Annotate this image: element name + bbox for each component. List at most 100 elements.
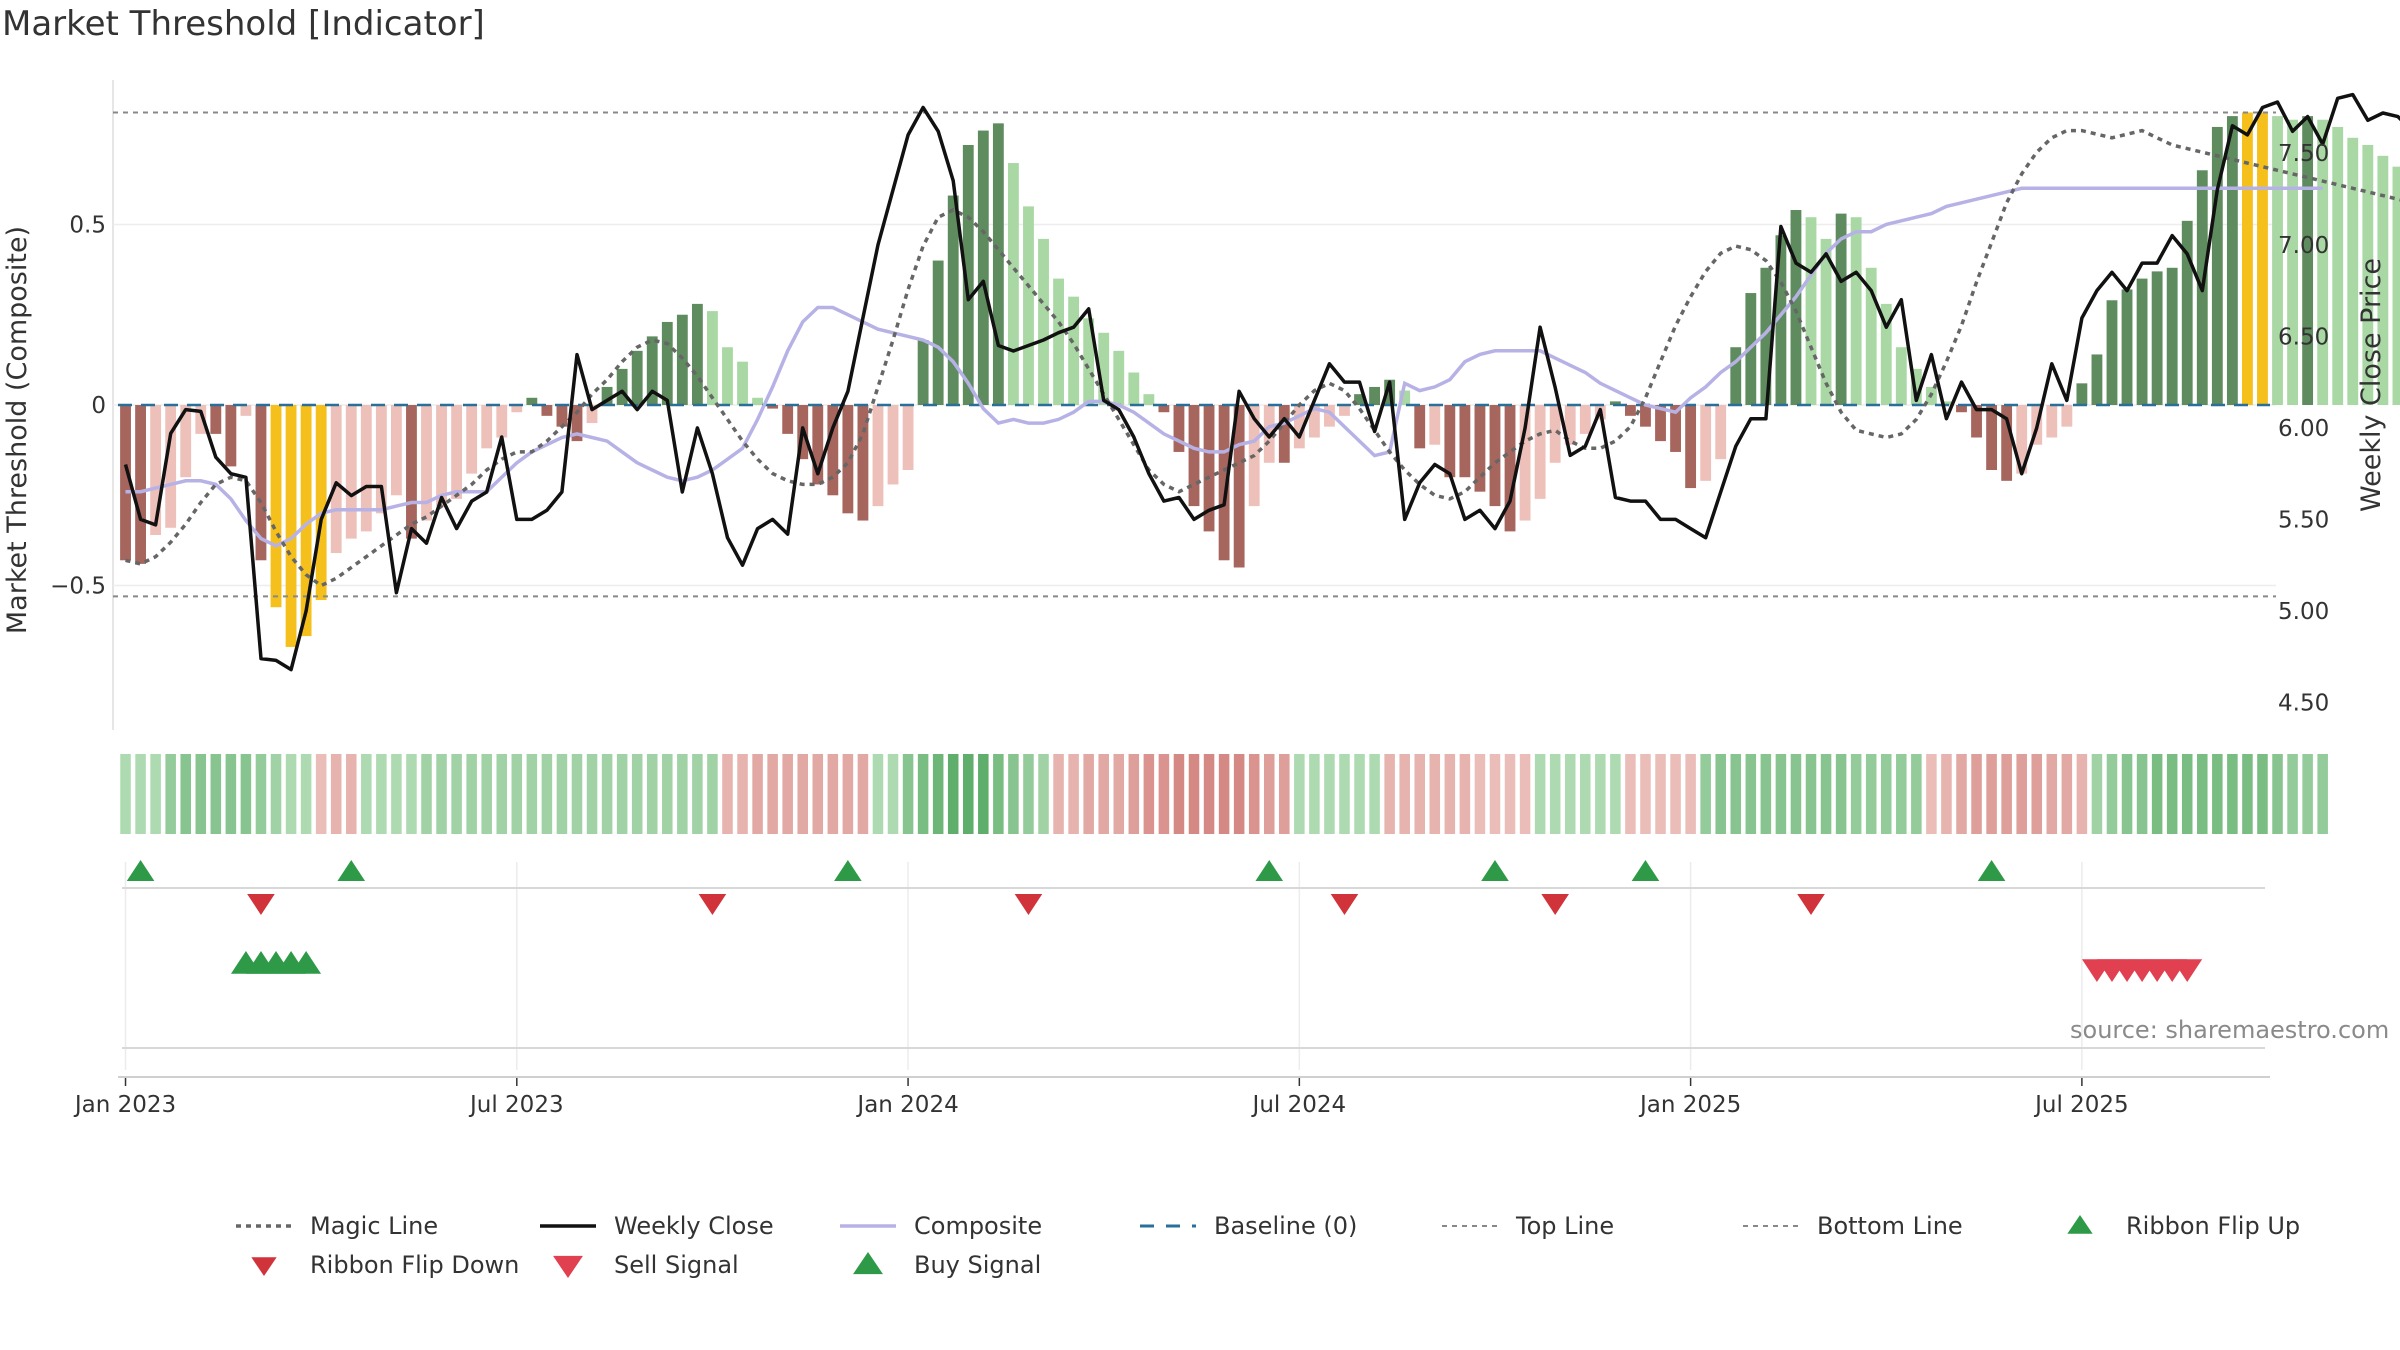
composite-bar bbox=[1655, 405, 1666, 442]
composite-bar bbox=[631, 350, 643, 405]
composite-bar bbox=[466, 405, 478, 474]
ribbon-cell bbox=[1805, 754, 1817, 834]
ribbon-cell bbox=[1549, 754, 1561, 834]
ribbon-cell bbox=[2272, 754, 2283, 834]
ribbon-cell bbox=[2076, 754, 2088, 834]
composite-bar bbox=[1880, 303, 1892, 405]
composite-bar bbox=[1339, 405, 1350, 416]
ribbon-cell bbox=[526, 754, 538, 834]
ribbon-cell bbox=[1158, 754, 1170, 834]
ribbon-cell bbox=[1911, 754, 1922, 834]
composite-bar bbox=[1489, 405, 1501, 507]
composite-bar bbox=[872, 405, 884, 507]
legend: Magic Line Weekly Close Composite Baseline … bbox=[236, 1212, 2300, 1279]
ribbon-cell bbox=[601, 754, 613, 834]
ribbon-cell bbox=[1625, 754, 1636, 834]
composite-bar bbox=[601, 386, 613, 405]
ribbon-cell bbox=[361, 754, 372, 834]
composite-bar bbox=[2287, 119, 2298, 405]
left-axis-label: Market Threshold (Composite) bbox=[2, 226, 33, 634]
composite-bar bbox=[571, 405, 583, 442]
composite-bar bbox=[1203, 405, 1215, 532]
ribbon-cell bbox=[270, 754, 282, 834]
ribbon-cell bbox=[451, 754, 462, 834]
signal-rows bbox=[118, 860, 2270, 1078]
composite-bar bbox=[616, 368, 628, 405]
ribbon-cell bbox=[2181, 754, 2193, 834]
composite-bar bbox=[285, 405, 297, 647]
ribbon-cell bbox=[692, 754, 703, 834]
ribbon-cell bbox=[1880, 754, 1892, 834]
ribbon-cell bbox=[1504, 754, 1516, 834]
ribbon-cell bbox=[2227, 754, 2238, 834]
ribbon-flip-down-marker bbox=[1797, 894, 1825, 915]
ribbon-cell bbox=[165, 754, 176, 834]
composite-bar bbox=[406, 405, 417, 539]
composite-bar bbox=[541, 405, 553, 416]
ribbon-cell bbox=[707, 754, 718, 834]
composite-bar bbox=[1971, 405, 1982, 438]
composite-bar bbox=[752, 397, 763, 405]
ribbon-cell bbox=[2016, 754, 2027, 834]
ribbon-cell bbox=[2136, 754, 2148, 834]
legend-swatch-sell bbox=[553, 1255, 583, 1278]
x-tick-label-4: Jan 2025 bbox=[1638, 1092, 1741, 1118]
ribbon-cell bbox=[1610, 754, 1621, 834]
composite-bar bbox=[1128, 372, 1140, 405]
composite-bar bbox=[1038, 238, 1049, 405]
ribbon-cell bbox=[1038, 754, 1049, 834]
composite-bar bbox=[1685, 405, 1697, 489]
composite-bar bbox=[150, 405, 162, 535]
composite-bar bbox=[1700, 405, 1712, 481]
composite-bars bbox=[120, 112, 2400, 647]
composite-bar bbox=[240, 405, 252, 416]
composite-bar bbox=[691, 303, 703, 405]
ribbon-cell bbox=[1143, 754, 1155, 834]
composite-bar bbox=[526, 397, 538, 405]
ribbon-cell bbox=[2302, 754, 2313, 834]
composite-bar bbox=[1354, 394, 1365, 405]
composite-bar bbox=[1113, 350, 1125, 405]
ribbon-cell bbox=[2031, 754, 2043, 834]
composite-bar bbox=[977, 130, 989, 406]
composite-bar bbox=[451, 405, 463, 499]
composite-bar bbox=[360, 405, 372, 532]
ribbon-cell bbox=[2061, 754, 2073, 834]
ribbon-flip-up-marker bbox=[337, 860, 366, 881]
ribbon-cell bbox=[1926, 754, 1937, 834]
ribbon-cell bbox=[1896, 754, 1907, 834]
ribbon-flip-down-marker bbox=[1330, 894, 1359, 915]
composite-bar bbox=[1609, 401, 1621, 405]
composite-bar bbox=[1278, 405, 1290, 463]
ribbon-cell bbox=[1489, 754, 1501, 834]
ribbon-cell bbox=[1339, 754, 1350, 834]
ribbon-cell bbox=[2001, 754, 2012, 834]
ribbon-cell bbox=[1369, 754, 1380, 834]
ribbon-cell bbox=[1008, 754, 1019, 834]
composite-bar bbox=[1023, 206, 1034, 405]
ribbon-cell bbox=[391, 754, 402, 834]
composite-bar bbox=[1414, 405, 1426, 449]
ribbon-cell bbox=[1128, 754, 1140, 834]
x-tick-label-5: Jul 2025 bbox=[2033, 1092, 2129, 1118]
ribbon-cell bbox=[1218, 754, 1230, 834]
composite-bar bbox=[180, 405, 192, 478]
composite-bar bbox=[2046, 405, 2058, 438]
composite-bar bbox=[1459, 405, 1471, 478]
composite-bar bbox=[1519, 405, 1531, 521]
ribbon-cell bbox=[1414, 754, 1426, 834]
composite-bar bbox=[300, 405, 312, 637]
legend-label-bottom: Bottom Line bbox=[1817, 1212, 1963, 1240]
composite-bar bbox=[827, 405, 839, 496]
composite-bar bbox=[1188, 405, 1200, 507]
ribbon-flip-down-marker bbox=[247, 894, 275, 915]
legend-label-buy: Buy Signal bbox=[914, 1251, 1041, 1279]
legend-label-magic: Magic Line bbox=[310, 1212, 438, 1240]
ribbon-cell bbox=[1865, 754, 1877, 834]
ribbon-cell bbox=[1745, 754, 1757, 834]
ribbon-cell bbox=[2197, 754, 2208, 834]
left-tick-label-0: 0.5 bbox=[69, 212, 106, 238]
ribbon-cell bbox=[1309, 754, 1320, 834]
composite-bar bbox=[2181, 220, 2193, 405]
composite-bar bbox=[1444, 405, 1456, 478]
